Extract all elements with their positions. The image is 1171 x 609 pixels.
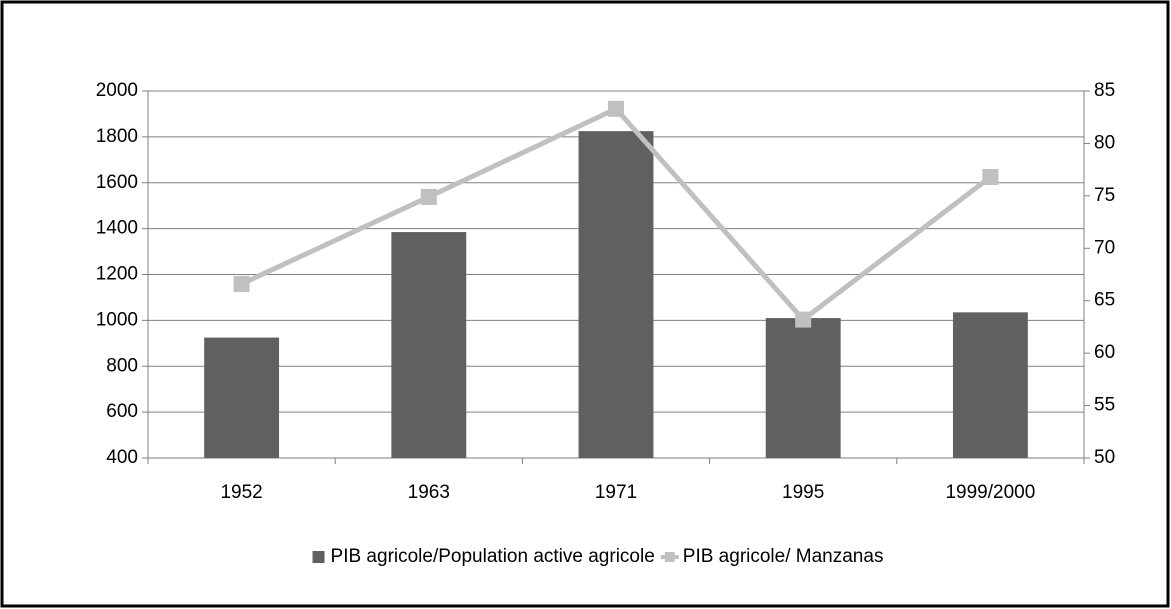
x-tick-label: 1963 [408,482,450,503]
legend-label: PIB agricole/ Manzanas [683,546,884,567]
bar [578,131,654,458]
y2-tick-label: 85 [1094,80,1115,101]
line-marker [795,311,812,328]
y2-tick-label: 75 [1094,185,1115,206]
bar [204,337,280,458]
y-tick-label: 1600 [96,172,138,193]
bar [952,312,1028,458]
line-marker [420,188,437,205]
y-tick-label: 2000 [96,80,138,101]
x-tick-label: 1995 [782,482,824,503]
legend-symbol [664,552,675,562]
legend-symbol [312,551,325,563]
line-marker [233,275,250,292]
y-tick-label: 400 [106,447,138,468]
y2-tick-label: 65 [1094,290,1115,311]
y2-tick-label: 60 [1094,342,1115,363]
y-tick-label: 1800 [96,126,138,147]
x-tick-label: 1952 [220,482,262,503]
x-tick-label: 1971 [595,482,637,503]
bar [391,232,467,458]
x-tick-label: 1999/2000 [945,482,1035,503]
y-tick-label: 600 [106,401,138,422]
y-tick-label: 1000 [96,309,138,330]
y-tick-label: 800 [106,355,138,376]
legend-label: PIB agricole/Population active agricole [331,546,655,567]
bar [765,318,841,458]
y-tick-label: 1200 [96,264,138,285]
line-marker [608,100,624,117]
y2-tick-label: 70 [1094,237,1115,258]
y2-tick-label: 50 [1094,447,1115,468]
line-marker [982,168,999,185]
y-tick-label: 1400 [96,218,138,239]
y2-tick-label: 80 [1094,132,1115,153]
y2-tick-label: 55 [1094,395,1115,416]
